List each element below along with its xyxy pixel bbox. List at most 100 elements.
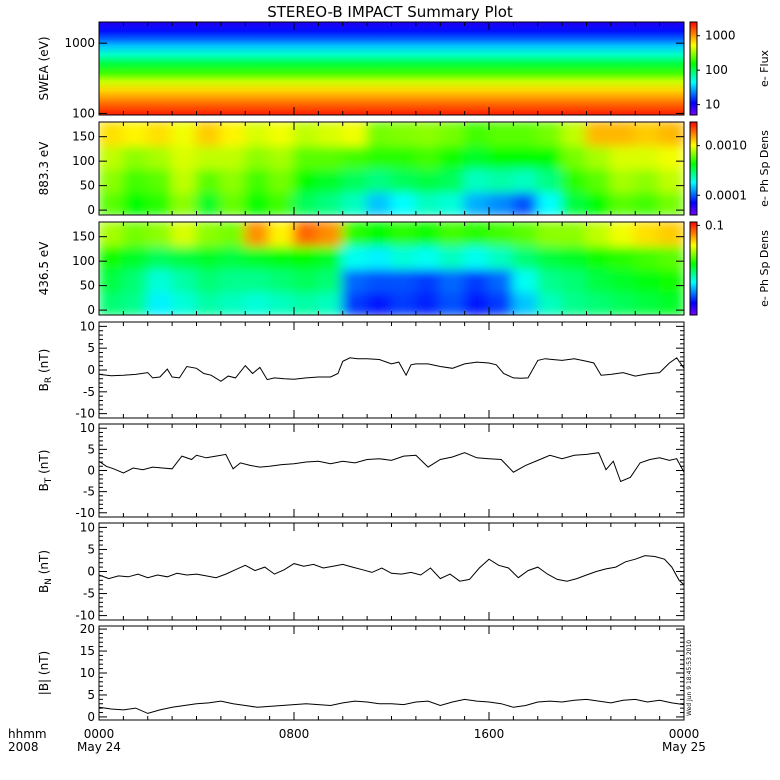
heatmap-cell [341,122,369,147]
heatmap-cell [463,244,490,270]
heatmap-cell [390,290,417,315]
colorbar-gradient [690,22,697,115]
heatmap-spectrogram [99,22,684,115]
heatmap-cell [195,222,222,247]
heatmap-cell [366,190,393,215]
heatmap-cell [122,290,149,315]
heatmap-cell [317,190,344,215]
heatmap-cell [536,290,564,315]
heatmap-cell [414,122,442,147]
heatmap-cell [195,144,222,170]
panel-frame [98,321,685,419]
y-tick-label: -5 [83,385,95,399]
heatmap-cell [536,267,564,293]
timestamp-stamp: Wed Jun 9 18:45:53 2010 [686,640,693,716]
colorbar-frame [689,221,698,316]
x-tick-sublabel: May 25 [662,740,706,754]
heatmap-cell [488,290,515,315]
heatmap-cell [99,290,125,315]
heatmap-cell [341,244,369,270]
heatmap-cell [488,267,515,293]
heatmap-cell [658,267,684,293]
heatmap-cell [488,190,515,215]
series-line-br [98,357,685,382]
heatmap-cell [219,122,247,147]
panel-pad883: 0 50 100 150 883.3 eV 0.0001 0.0010 e- Ph Sp De… [37,121,771,217]
heatmap-cell [99,167,125,193]
heatmap-cell [561,122,588,147]
heatmap-cell [439,167,466,193]
heatmap-cell [171,222,198,247]
heatmap-cell [488,167,515,193]
heatmap-cell [341,190,369,215]
heatmap-cell [293,167,320,193]
y-tick-label: 100 [72,154,95,168]
heatmap-cell [585,167,612,193]
y-tick-label: 5 [87,341,95,355]
x-tick-label: 0800 [279,727,310,741]
heatmap-cell [585,267,612,293]
panel-frame [98,423,685,518]
heatmap-cell [609,190,637,215]
heatmap-cell [585,144,612,170]
heatmap-cell [171,122,198,147]
heatmap-cell [146,244,174,270]
colorbar-swea: 10 100 1000 e- Flux [689,21,771,116]
heatmap-cell [585,190,612,215]
y-tick-label: 20 [80,622,95,636]
heatmap-cell [414,244,442,270]
heatmap-cell [609,244,637,270]
heatmap-cell [195,290,222,315]
heatmap-cell [536,190,564,215]
heatmap-cell [293,290,320,315]
x-axis-row1-label: hhmm [8,727,47,741]
heatmap-cell [244,222,271,247]
heatmap-cells [99,122,684,215]
heatmap-cell [585,122,612,147]
y-axis-label: BN (nT) [37,550,54,593]
heatmap-cell [219,222,247,247]
heatmap-cell [219,290,247,315]
colorbar-tick-label: 0.1 [705,218,724,232]
heatmap-cell [99,144,125,170]
y-tick-label: 5 [87,542,95,556]
colorbar-tick-label: 10 [705,98,720,112]
heatmap-cell [366,290,393,315]
y-tick-label: 10 [80,421,95,435]
heatmap-cell [122,190,149,215]
y-tick-label: 0 [87,363,95,377]
heatmap-cell [317,144,344,170]
heatmap-cell [219,167,247,193]
heatmap-cell [268,144,295,170]
heatmap-cell [317,122,344,147]
heatmap-cell [293,190,320,215]
heatmap-cell [195,267,222,293]
heatmap-cell [512,144,539,170]
heatmap-cell [439,222,466,247]
y-tick-label: 0 [87,303,95,317]
heatmap-cell [634,144,661,170]
heatmap-cell [293,244,320,270]
heatmap-cell [585,290,612,315]
y-tick-label: 0 [87,565,95,579]
panel-bn: -10 -5 0 5 10 BN (nT) [37,520,685,623]
heatmap-cell [512,222,539,247]
heatmap-cell [439,122,466,147]
heatmap-cell [122,122,149,147]
y-tick-label: 100 [72,254,95,268]
heatmap-cell [268,267,295,293]
heatmap-cell [146,122,174,147]
heatmap-cell [463,267,490,293]
colorbar-gradient [690,222,697,315]
heatmap-cell [146,267,174,293]
y-tick-label: 10 [80,666,95,680]
panel-frame [98,625,685,721]
y-tick-label: -10 [75,609,95,623]
series-line-bt [98,452,685,483]
heatmap-cell [439,267,466,293]
y-tick-label: -5 [83,587,95,601]
colorbar-tick-label: 0.0001 [705,188,747,202]
heatmap-cell [195,244,222,270]
y-axis-label: BR (nT) [37,349,54,392]
heatmap-cell [171,244,198,270]
